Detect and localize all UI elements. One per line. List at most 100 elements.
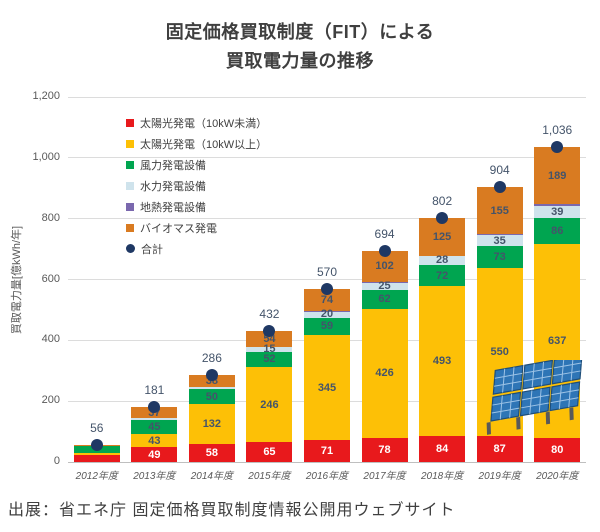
total-marker-2014年度 — [205, 369, 218, 381]
legend-item-label: 地熱発電設備 — [140, 201, 206, 214]
segment-value-2016年度-太陽光発電（10kW未満）: 71 — [320, 445, 334, 458]
x-tick-2017年度: 2017年度 — [363, 471, 406, 482]
bar-segment-2017年度-水力発電設備 — [361, 282, 408, 290]
legend-square-marker — [126, 139, 134, 148]
y-tick-800: 800 — [41, 211, 60, 224]
bar-segment-2020年度-水力発電設備 — [534, 205, 581, 218]
bar-segment-2018年度-風力発電設備 — [419, 264, 466, 287]
segment-value-2019年度-バイオマス発電: 155 — [490, 204, 509, 217]
segment-value-2018年度-水力発電設備: 28 — [435, 254, 449, 267]
bar-segment-2020年度-バイオマス発電 — [534, 146, 581, 205]
bar-segment-2016年度-太陽光発電（10kW以上） — [304, 335, 350, 441]
segment-value-2017年度-太陽光発電（10kW未満）: 78 — [378, 444, 391, 457]
chart-title: 固定価格買取制度（FIT）による 買取電力量の推移 — [0, 18, 600, 76]
total-value-2020年度: 1,036 — [542, 122, 573, 137]
bar-segment-2019年度-風力発電設備 — [476, 246, 523, 269]
legend-item-6: 合計 — [126, 238, 267, 259]
gridline-800 — [68, 218, 586, 220]
bar-segment-2014年度-水力発電設備 — [188, 386, 235, 389]
total-marker-2015年度 — [263, 324, 276, 337]
total-value-2018年度: 802 — [432, 194, 453, 209]
segment-value-2017年度-バイオマス発電: 102 — [375, 260, 394, 273]
chart-title-line2: 買取電力量の推移 — [226, 50, 374, 71]
x-tick-2016年度: 2016年度 — [305, 471, 349, 482]
total-marker-2013年度 — [148, 400, 161, 413]
total-marker-2012年度 — [90, 438, 103, 451]
segment-value-2013年度-風力発電設備: 45 — [148, 421, 161, 434]
legend-circle-marker — [126, 244, 135, 253]
x-tick-2013年度: 2013年度 — [133, 471, 176, 482]
legend-item-label: 風力発電設備 — [140, 159, 206, 172]
segment-value-2018年度-太陽光発電（10kW未満）: 84 — [435, 443, 449, 456]
total-value-2019年度: 904 — [489, 163, 510, 178]
x-tick-2015年度: 2015年度 — [248, 471, 291, 482]
chart-title-line1: 固定価格買取制度（FIT）による — [165, 22, 435, 42]
segment-value-2017年度-風力発電設備: 62 — [378, 293, 391, 306]
total-value-2016年度: 570 — [316, 264, 338, 279]
solar-panels-image — [486, 360, 587, 435]
x-tick-2020年度: 2020年度 — [536, 471, 579, 482]
bar-segment-2018年度-水力発電設備 — [419, 256, 466, 265]
segment-value-2017年度-水力発電設備: 25 — [378, 280, 391, 293]
bar-segment-2018年度-バイオマス発電 — [419, 218, 466, 257]
bar-segment-2018年度-太陽光発電（10kW未満） — [419, 436, 466, 462]
bar-segment-2012年度-太陽光発電（10kW未満） — [73, 454, 120, 462]
segment-value-2020年度-風力発電設備: 86 — [551, 224, 564, 237]
bar-segment-2017年度-太陽光発電（10kW以上） — [361, 308, 408, 439]
y-tick-200: 200 — [41, 394, 60, 407]
legend-square-marker — [126, 223, 134, 232]
source-caption: 出展：省エネ庁 固定価格買取制度情報公開用ウェブサイト — [8, 502, 456, 519]
bar-segment-2019年度-地熱発電設備 — [476, 234, 523, 236]
bar-segment-2015年度-水力発電設備 — [246, 347, 293, 352]
segment-value-2018年度-バイオマス発電: 125 — [432, 231, 452, 244]
legend-square-marker — [126, 118, 134, 127]
x-tick-2014年度: 2014年度 — [190, 471, 233, 482]
bar-segment-2013年度-風力発電設備 — [131, 420, 178, 435]
total-value-2017年度: 694 — [374, 226, 395, 241]
segment-value-2016年度-水力発電設備: 20 — [320, 308, 334, 321]
legend-item-2: 風力発電設備 — [126, 154, 267, 175]
segment-value-2014年度-太陽光発電（10kW以上）: 132 — [202, 418, 222, 431]
bar-segment-2015年度-太陽光発電（10kW以上） — [246, 367, 293, 443]
legend-item-0: 太陽光発電（10kW未満） — [126, 112, 267, 133]
bar-segment-2018年度-太陽光発電（10kW以上） — [419, 286, 466, 437]
bar-segment-2019年度-太陽光発電（10kW未満） — [476, 435, 523, 462]
legend-item-label: 太陽光発電（10kW以上） — [140, 138, 268, 151]
bar-segment-2015年度-太陽光発電（10kW未満） — [246, 442, 293, 462]
segment-value-2013年度-太陽光発電（10kW未満）: 49 — [148, 448, 161, 461]
segment-value-2015年度-水力発電設備: 15 — [263, 343, 276, 356]
bar-segment-2016年度-バイオマス発電 — [304, 288, 350, 312]
legend-item-label: 合計 — [141, 243, 163, 256]
segment-value-2017年度-太陽光発電（10kW以上）: 426 — [375, 367, 394, 380]
bar-segment-2013年度-太陽光発電（10kW未満） — [131, 447, 178, 462]
legend-item-4: 地熱発電設備 — [126, 196, 267, 217]
legend-item-1: 太陽光発電（10kW以上） — [126, 133, 267, 154]
legend: 太陽光発電（10kW未満） 太陽光発電（10kW以上） 風力発電設備 水力発電設備 地熱… — [126, 112, 267, 259]
bar-segment-2015年度-バイオマス発電 — [246, 330, 293, 348]
bar-segment-2016年度-水力発電設備 — [304, 311, 350, 318]
segment-value-2016年度-太陽光発電（10kW以上）: 345 — [317, 381, 337, 394]
legend-item-label: 太陽光発電（10kW未満） — [140, 117, 268, 130]
bar-segment-2013年度-水力発電設備 — [131, 418, 178, 421]
bar-segment-2019年度-バイオマス発電 — [476, 187, 523, 235]
segment-value-2020年度-バイオマス発電: 189 — [548, 169, 567, 182]
gridline-1,200 — [68, 96, 586, 98]
legend-square-marker — [126, 202, 134, 211]
bar-segment-2017年度-太陽光発電（10kW未満） — [361, 438, 408, 462]
total-marker-2016年度 — [321, 282, 333, 295]
segment-value-2018年度-風力発電設備: 72 — [435, 269, 449, 282]
bar-segment-2013年度-太陽光発電（10kW以上） — [131, 434, 178, 448]
bar-segment-2012年度-太陽光発電（10kW以上） — [73, 453, 120, 455]
y-tick-1,000: 1,000 — [32, 150, 60, 163]
total-marker-2019年度 — [493, 181, 506, 194]
y-tick-1,200: 1,200 — [32, 90, 60, 102]
segment-value-2020年度-太陽光発電（10kW以上）: 637 — [548, 334, 567, 347]
x-tick-2012年度: 2012年度 — [75, 471, 118, 482]
segment-value-2014年度-風力発電設備: 50 — [205, 390, 218, 403]
y-tick-0: 0 — [53, 455, 60, 467]
total-value-2014年度: 286 — [201, 351, 222, 365]
total-value-2013年度: 181 — [144, 382, 165, 397]
total-marker-2017年度 — [378, 244, 391, 257]
x-tick-2018年度: 2018年度 — [420, 471, 464, 482]
